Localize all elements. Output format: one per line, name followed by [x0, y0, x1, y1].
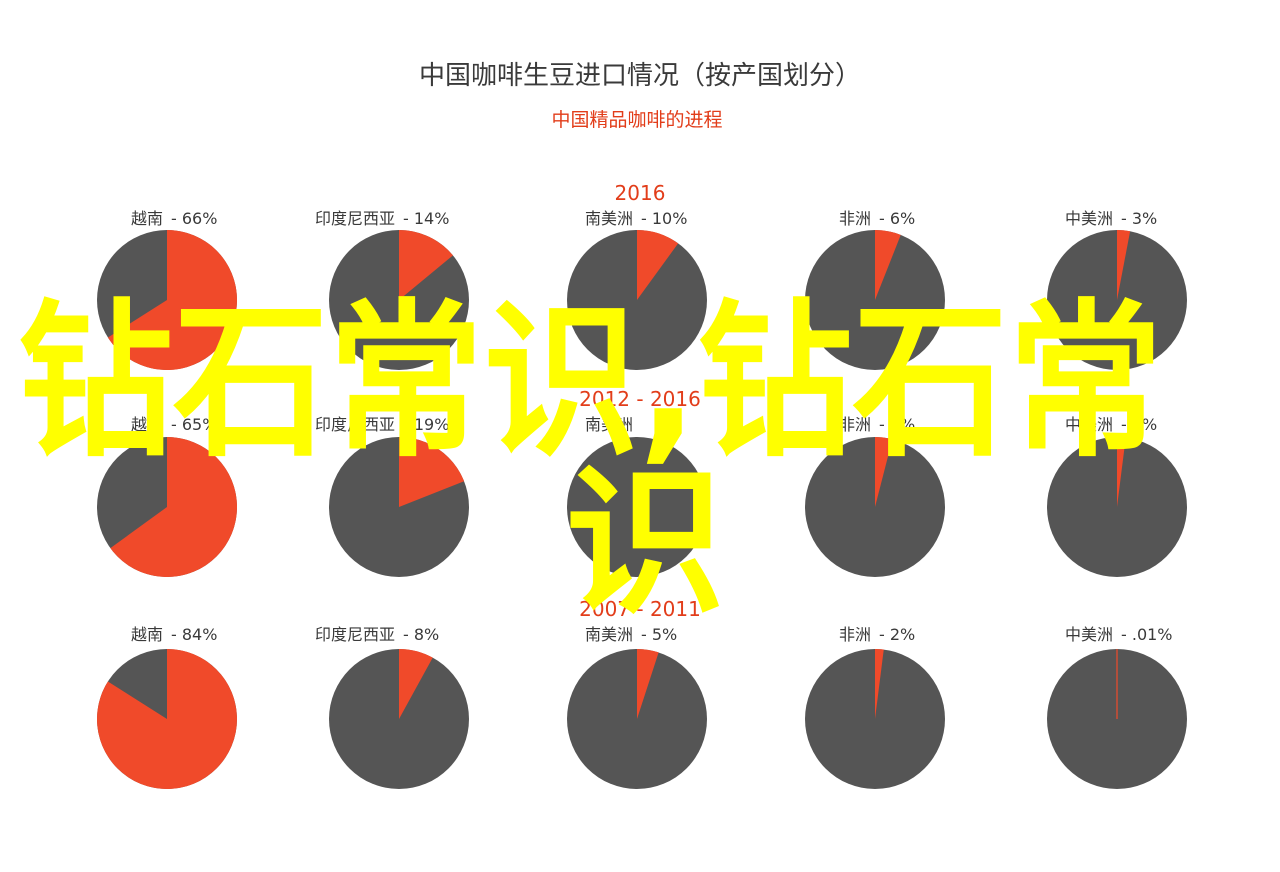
- pie: 中美洲 - .01%: [1047, 625, 1187, 789]
- pie-value-label: - 10%: [641, 209, 687, 228]
- pie-region-label: 非洲: [839, 415, 871, 434]
- pie-panel: 2012 - 2016 越南 - 65% 印度尼西亚 - 19% 南美洲 非洲 - 4% 中美洲…: [97, 387, 1187, 578]
- panel-title: 2007 - 2011: [579, 597, 701, 621]
- pie-region-label: 中美洲: [1065, 209, 1113, 228]
- pie-slice-share: [399, 230, 453, 300]
- chart-subtitle: 中国精品咖啡的进程: [551, 109, 722, 131]
- pie: 越南 - 65%: [97, 415, 238, 578]
- pie-value-label: - .01%: [1121, 625, 1173, 644]
- pie-region-label: 中美洲: [1065, 625, 1113, 644]
- pie-slice-share: [97, 649, 238, 790]
- pie-slice-share: [875, 230, 901, 300]
- pie: 越南 - 66%: [97, 209, 238, 370]
- pie: 南美洲 - 10%: [567, 209, 707, 370]
- pie-region-label: 非洲: [839, 209, 871, 228]
- pie: 印度尼西亚 - 19%: [315, 415, 469, 577]
- pie-region-label: 印度尼西亚: [315, 415, 395, 434]
- chart-title: 中国咖啡生豆进口情况（按产国划分）: [419, 61, 861, 91]
- pie-region-label: 南美洲: [585, 209, 633, 228]
- pie-value-label: - 5%: [641, 625, 677, 644]
- pie-slice-share: [399, 437, 465, 507]
- pie-slice-share: [399, 649, 433, 719]
- pie: 印度尼西亚 - 8%: [315, 625, 469, 789]
- pie-value-label: - 19%: [403, 415, 449, 434]
- pie: 越南 - 84%: [97, 625, 238, 790]
- pie-region-label: 印度尼西亚: [315, 209, 395, 228]
- pie-slice-share: [637, 230, 679, 300]
- pie-value-label: - 66%: [171, 209, 217, 228]
- pie-slice-share: [1117, 230, 1131, 300]
- pie-slice-share: [107, 229, 238, 370]
- pie: 非洲 - 2%: [805, 625, 945, 789]
- pie-region-label: 非洲: [839, 625, 871, 644]
- pie-panel: 2007 - 2011 越南 - 84% 印度尼西亚 - 8% 南美洲 - 5% 非洲 - 2%…: [97, 597, 1187, 790]
- pie-value-label: - 84%: [171, 625, 217, 644]
- pie-value-label: - 4%: [879, 415, 915, 434]
- pie-slice-share: [1117, 437, 1126, 507]
- pie-slice-share: [110, 437, 238, 578]
- pie-slice-share: [637, 649, 659, 719]
- pie-region-label: 印度尼西亚: [315, 625, 395, 644]
- pie-value-label: - 14%: [403, 209, 449, 228]
- pie-value-label: - 65%: [171, 415, 217, 434]
- pie-slice-rest: [567, 437, 707, 577]
- pie-region-label: 越南: [131, 209, 163, 228]
- pie-region-label: 南美洲: [585, 625, 633, 644]
- pie-panel: 2016 越南 - 66% 印度尼西亚 - 14% 南美洲 - 10% 非洲 - 6% 中美洲 - …: [97, 181, 1187, 370]
- panel-title: 2012 - 2016: [579, 387, 701, 411]
- pie-value-label: - 2%: [1121, 415, 1157, 434]
- pie: 非洲 - 4%: [805, 415, 945, 577]
- pie: 中美洲 - 2%: [1047, 415, 1187, 577]
- pie-slice-share: [875, 437, 893, 507]
- pie-value-label: - 2%: [879, 625, 915, 644]
- pie: 南美洲 - 5%: [567, 625, 707, 789]
- pie-value-label: - 8%: [403, 625, 439, 644]
- pie: 中美洲 - 3%: [1047, 209, 1187, 370]
- pie-panels: 2016 越南 - 66% 印度尼西亚 - 14% 南美洲 - 10% 非洲 - 6% 中美洲 - …: [97, 181, 1187, 790]
- panel-title: 2016: [615, 181, 666, 205]
- pie-value-label: - 6%: [879, 209, 915, 228]
- pie-region-label: 越南: [131, 415, 163, 434]
- pie-slice-share: [875, 649, 884, 719]
- pie-region-label: 南美洲: [585, 415, 633, 434]
- pie-region-label: 中美洲: [1065, 415, 1113, 434]
- pie-value-label: - 3%: [1121, 209, 1157, 228]
- pie-region-label: 越南: [131, 625, 163, 644]
- pie: 南美洲: [567, 415, 707, 577]
- pie: 印度尼西亚 - 14%: [315, 209, 469, 370]
- pie: 非洲 - 6%: [805, 209, 945, 370]
